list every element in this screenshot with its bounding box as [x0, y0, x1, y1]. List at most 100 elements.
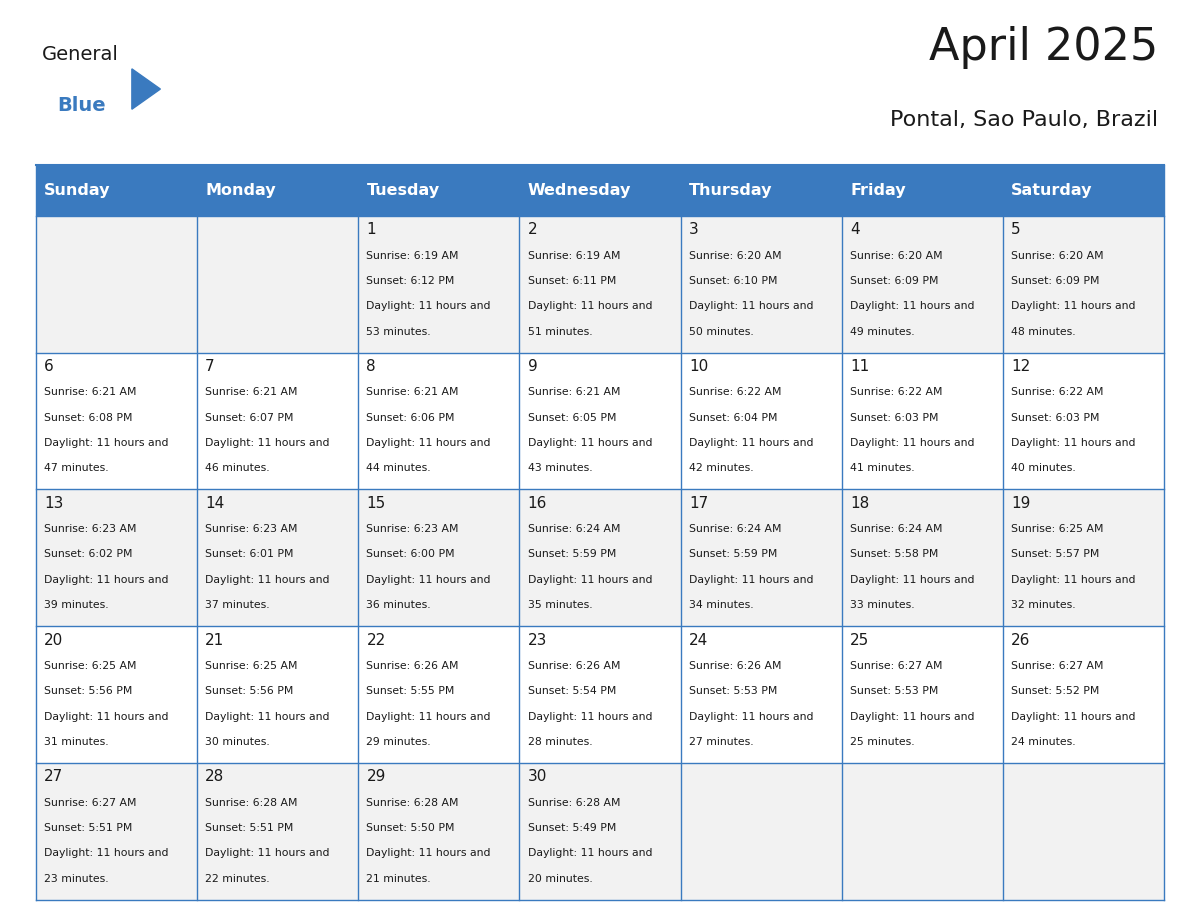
- Polygon shape: [132, 69, 160, 109]
- Text: Blue: Blue: [57, 95, 106, 115]
- Bar: [36, 763, 1164, 900]
- Text: Sunset: 5:49 PM: Sunset: 5:49 PM: [527, 823, 617, 833]
- Text: 33 minutes.: 33 minutes.: [851, 600, 915, 610]
- Text: Sunset: 6:12 PM: Sunset: 6:12 PM: [366, 276, 455, 285]
- Text: Daylight: 11 hours and: Daylight: 11 hours and: [44, 848, 169, 858]
- Text: Sunrise: 6:26 AM: Sunrise: 6:26 AM: [527, 661, 620, 671]
- Text: Daylight: 11 hours and: Daylight: 11 hours and: [366, 438, 491, 448]
- Text: Sunrise: 6:19 AM: Sunrise: 6:19 AM: [366, 251, 459, 261]
- Text: 19: 19: [1011, 496, 1031, 510]
- Text: Sunset: 6:11 PM: Sunset: 6:11 PM: [527, 276, 617, 285]
- Text: 39 minutes.: 39 minutes.: [44, 600, 108, 610]
- Text: 13: 13: [44, 496, 63, 510]
- Text: Daylight: 11 hours and: Daylight: 11 hours and: [366, 575, 491, 585]
- Text: 11: 11: [851, 359, 870, 374]
- Text: 40 minutes.: 40 minutes.: [1011, 464, 1076, 474]
- Text: Sunset: 6:01 PM: Sunset: 6:01 PM: [206, 550, 293, 559]
- Text: 24 minutes.: 24 minutes.: [1011, 737, 1076, 747]
- Text: Sunrise: 6:20 AM: Sunrise: 6:20 AM: [851, 251, 943, 261]
- Text: Sunset: 6:00 PM: Sunset: 6:00 PM: [366, 550, 455, 559]
- Text: Sunset: 6:08 PM: Sunset: 6:08 PM: [44, 413, 132, 422]
- Text: 25 minutes.: 25 minutes.: [851, 737, 915, 747]
- Text: Sunrise: 6:20 AM: Sunrise: 6:20 AM: [1011, 251, 1104, 261]
- Text: Saturday: Saturday: [1011, 183, 1093, 198]
- Text: Sunset: 5:59 PM: Sunset: 5:59 PM: [689, 550, 777, 559]
- Text: Wednesday: Wednesday: [527, 183, 631, 198]
- Text: Daylight: 11 hours and: Daylight: 11 hours and: [1011, 301, 1136, 311]
- Text: 23: 23: [527, 633, 546, 647]
- Text: Sunrise: 6:25 AM: Sunrise: 6:25 AM: [206, 661, 298, 671]
- Text: 12: 12: [1011, 359, 1030, 374]
- Text: Sunset: 5:55 PM: Sunset: 5:55 PM: [366, 687, 455, 696]
- Text: Daylight: 11 hours and: Daylight: 11 hours and: [44, 438, 169, 448]
- Text: Sunrise: 6:23 AM: Sunrise: 6:23 AM: [206, 524, 298, 534]
- Text: Sunrise: 6:27 AM: Sunrise: 6:27 AM: [1011, 661, 1104, 671]
- Text: Sunset: 5:53 PM: Sunset: 5:53 PM: [689, 687, 777, 696]
- Text: Daylight: 11 hours and: Daylight: 11 hours and: [366, 711, 491, 722]
- Text: 53 minutes.: 53 minutes.: [366, 327, 431, 337]
- Text: Sunset: 6:09 PM: Sunset: 6:09 PM: [851, 276, 939, 285]
- Text: Sunrise: 6:26 AM: Sunrise: 6:26 AM: [689, 661, 782, 671]
- Text: 31 minutes.: 31 minutes.: [44, 737, 108, 747]
- Text: Sunrise: 6:19 AM: Sunrise: 6:19 AM: [527, 251, 620, 261]
- Text: Daylight: 11 hours and: Daylight: 11 hours and: [689, 438, 814, 448]
- Text: 51 minutes.: 51 minutes.: [527, 327, 593, 337]
- Text: Sunset: 5:53 PM: Sunset: 5:53 PM: [851, 687, 939, 696]
- Text: 17: 17: [689, 496, 708, 510]
- Text: Sunrise: 6:28 AM: Sunrise: 6:28 AM: [366, 798, 459, 808]
- Text: 5: 5: [1011, 222, 1020, 237]
- Text: 47 minutes.: 47 minutes.: [44, 464, 108, 474]
- Text: 29 minutes.: 29 minutes.: [366, 737, 431, 747]
- Text: Daylight: 11 hours and: Daylight: 11 hours and: [1011, 575, 1136, 585]
- Text: 29: 29: [366, 769, 386, 784]
- Text: Sunrise: 6:27 AM: Sunrise: 6:27 AM: [44, 798, 137, 808]
- Text: Daylight: 11 hours and: Daylight: 11 hours and: [44, 575, 169, 585]
- Text: 23 minutes.: 23 minutes.: [44, 874, 108, 884]
- Text: Sunset: 6:06 PM: Sunset: 6:06 PM: [366, 413, 455, 422]
- Text: Sunset: 5:56 PM: Sunset: 5:56 PM: [206, 687, 293, 696]
- Text: Sunset: 6:10 PM: Sunset: 6:10 PM: [689, 276, 777, 285]
- Text: Daylight: 11 hours and: Daylight: 11 hours and: [206, 438, 330, 448]
- Text: Sunset: 6:03 PM: Sunset: 6:03 PM: [851, 413, 939, 422]
- Text: 18: 18: [851, 496, 870, 510]
- Text: Sunset: 6:02 PM: Sunset: 6:02 PM: [44, 550, 132, 559]
- Text: Sunset: 5:51 PM: Sunset: 5:51 PM: [206, 823, 293, 833]
- Text: Sunset: 5:54 PM: Sunset: 5:54 PM: [527, 687, 617, 696]
- Text: Sunset: 6:05 PM: Sunset: 6:05 PM: [527, 413, 617, 422]
- Text: 28 minutes.: 28 minutes.: [527, 737, 593, 747]
- Text: 37 minutes.: 37 minutes.: [206, 600, 270, 610]
- Bar: [36, 216, 1164, 353]
- Text: Daylight: 11 hours and: Daylight: 11 hours and: [44, 711, 169, 722]
- Text: Daylight: 11 hours and: Daylight: 11 hours and: [527, 438, 652, 448]
- Text: 8: 8: [366, 359, 377, 374]
- Text: Sunset: 5:56 PM: Sunset: 5:56 PM: [44, 687, 132, 696]
- Text: 2: 2: [527, 222, 537, 237]
- Text: Monday: Monday: [206, 183, 276, 198]
- Text: Sunset: 5:50 PM: Sunset: 5:50 PM: [366, 823, 455, 833]
- Text: Daylight: 11 hours and: Daylight: 11 hours and: [527, 575, 652, 585]
- Text: 22: 22: [366, 633, 386, 647]
- Text: Sunset: 6:07 PM: Sunset: 6:07 PM: [206, 413, 293, 422]
- Text: 35 minutes.: 35 minutes.: [527, 600, 593, 610]
- Bar: [36, 353, 1164, 489]
- Text: 28: 28: [206, 769, 225, 784]
- Text: Daylight: 11 hours and: Daylight: 11 hours and: [206, 575, 330, 585]
- Text: Sunrise: 6:22 AM: Sunrise: 6:22 AM: [1011, 387, 1104, 397]
- Text: 41 minutes.: 41 minutes.: [851, 464, 915, 474]
- Text: Daylight: 11 hours and: Daylight: 11 hours and: [206, 711, 330, 722]
- Text: 42 minutes.: 42 minutes.: [689, 464, 753, 474]
- Text: Sunrise: 6:21 AM: Sunrise: 6:21 AM: [527, 387, 620, 397]
- Text: 36 minutes.: 36 minutes.: [366, 600, 431, 610]
- Text: Sunrise: 6:22 AM: Sunrise: 6:22 AM: [851, 387, 942, 397]
- Text: Daylight: 11 hours and: Daylight: 11 hours and: [527, 711, 652, 722]
- Text: 46 minutes.: 46 minutes.: [206, 464, 270, 474]
- Text: General: General: [42, 45, 119, 64]
- Text: 49 minutes.: 49 minutes.: [851, 327, 915, 337]
- Text: Daylight: 11 hours and: Daylight: 11 hours and: [851, 301, 974, 311]
- Text: Sunrise: 6:28 AM: Sunrise: 6:28 AM: [527, 798, 620, 808]
- Text: 25: 25: [851, 633, 870, 647]
- Bar: [36, 489, 1164, 626]
- Text: 27 minutes.: 27 minutes.: [689, 737, 753, 747]
- Text: Sunrise: 6:24 AM: Sunrise: 6:24 AM: [689, 524, 782, 534]
- Text: 34 minutes.: 34 minutes.: [689, 600, 753, 610]
